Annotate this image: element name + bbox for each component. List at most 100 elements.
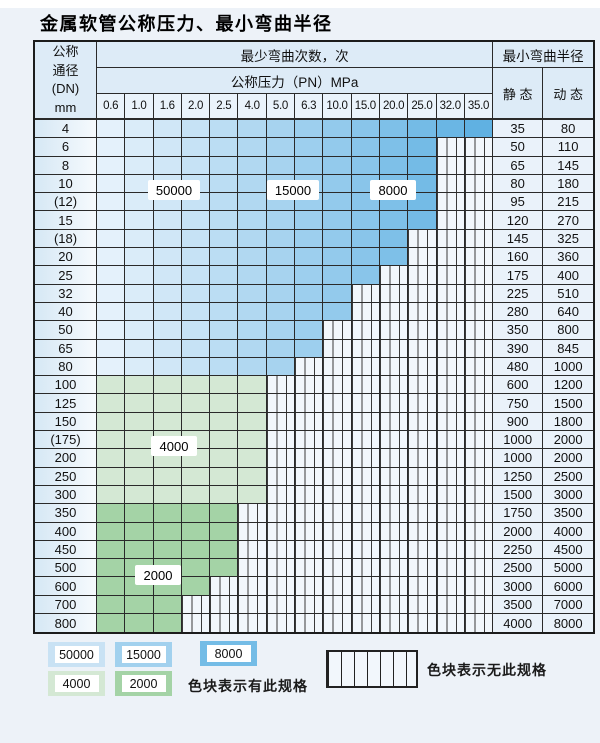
grid-cell	[181, 339, 211, 358]
grid-cell	[323, 577, 352, 596]
grid-cell	[210, 156, 239, 175]
grid-cell	[238, 229, 267, 249]
grid-cell	[181, 614, 211, 633]
dynamic-value: 270	[543, 211, 594, 230]
cycles-label-15000: 15000	[267, 180, 319, 200]
grid-cell	[210, 120, 239, 139]
grid-cell	[323, 485, 352, 505]
grid-cell	[351, 229, 380, 249]
grid-cell	[210, 284, 239, 303]
legend-label-4000: 4000	[54, 675, 99, 692]
grid-cell	[323, 504, 352, 523]
grid-cell	[125, 595, 154, 615]
grid-cell	[323, 431, 352, 450]
static-value: 160	[493, 248, 544, 267]
bend-radius-header: 最小弯曲半径	[493, 42, 594, 68]
dn-cell: 200	[35, 449, 97, 468]
cycles-label-8000: 8000	[370, 180, 416, 200]
grid-cell	[295, 248, 324, 267]
grid-cell	[295, 339, 324, 358]
grid-cell	[408, 248, 437, 267]
grid-cell	[125, 467, 154, 486]
grid-cell	[210, 577, 239, 596]
grid-cell	[238, 449, 267, 468]
grid-cell	[153, 522, 182, 541]
grid-cell	[436, 431, 465, 450]
grid-cell	[464, 595, 494, 615]
dn-cell: (175)	[35, 431, 97, 450]
grid-cell	[436, 485, 465, 505]
grid-cell	[379, 467, 409, 486]
static-value: 1000	[493, 449, 544, 468]
grid-cell	[181, 229, 211, 249]
dynamic-value: 845	[543, 339, 594, 358]
grid-cell	[408, 412, 437, 432]
static-value: 1750	[493, 504, 544, 523]
grid-cell	[379, 504, 409, 523]
grid-cell	[351, 376, 380, 395]
grid-cell	[464, 248, 494, 267]
grid-cell	[238, 321, 267, 340]
grid-cell	[436, 559, 465, 578]
page-top-edge	[0, 0, 600, 8]
grid-cell	[351, 339, 380, 358]
dn-cell: (18)	[35, 229, 97, 249]
grid-cell	[125, 449, 154, 468]
grid-cell	[125, 614, 154, 633]
grid-cell	[436, 522, 465, 541]
grid-cell	[266, 467, 296, 486]
grid-cell	[266, 266, 296, 285]
grid-cell	[464, 485, 494, 505]
grid-cell	[323, 284, 352, 303]
static-value: 480	[493, 357, 544, 377]
grid-cell	[266, 156, 296, 175]
grid-cell	[323, 376, 352, 395]
grid-cell	[97, 595, 126, 615]
static-value: 1250	[493, 467, 544, 486]
grid-cell	[238, 174, 267, 194]
dn-cell: 125	[35, 394, 97, 413]
grid-cell	[295, 504, 324, 523]
pressure-tick: 5.0	[266, 94, 296, 120]
grid-cell	[266, 211, 296, 230]
grid-cell	[266, 120, 296, 139]
grid-cell	[436, 394, 465, 413]
grid-cell	[351, 577, 380, 596]
grid-cell	[181, 394, 211, 413]
grid-cell	[97, 577, 126, 596]
grid-cell	[464, 339, 494, 358]
grid-cell	[295, 284, 324, 303]
grid-cell	[351, 467, 380, 486]
static-value: 390	[493, 339, 544, 358]
static-value: 900	[493, 412, 544, 432]
grid-cell	[351, 248, 380, 267]
grid-cell	[295, 394, 324, 413]
grid-cell	[323, 156, 352, 175]
grid-cell	[210, 431, 239, 450]
grid-cell	[464, 540, 494, 560]
grid-cell	[97, 174, 126, 194]
grid-cell	[379, 156, 409, 175]
static-value: 750	[493, 394, 544, 413]
static-value: 1500	[493, 485, 544, 505]
bend-cycles-header: 最少弯曲次数，次	[97, 42, 494, 68]
dn-cell: 20	[35, 248, 97, 267]
grid-cell	[464, 156, 494, 175]
static-value: 95	[493, 193, 544, 212]
grid-cell	[153, 138, 182, 157]
dynamic-value: 2000	[543, 431, 594, 450]
grid-cell	[153, 211, 182, 230]
pressure-tick: 2.5	[210, 94, 239, 120]
dn-cell: 150	[35, 412, 97, 432]
grid-cell	[97, 504, 126, 523]
static-value: 280	[493, 302, 544, 322]
grid-cell	[97, 211, 126, 230]
grid-cell	[97, 138, 126, 157]
grid-cell	[181, 266, 211, 285]
grid-cell	[436, 595, 465, 615]
grid-cell	[210, 376, 239, 395]
pressure-tick: 32.0	[436, 94, 465, 120]
grid-cell	[266, 559, 296, 578]
grid-cell	[436, 266, 465, 285]
grid-cell	[351, 302, 380, 322]
